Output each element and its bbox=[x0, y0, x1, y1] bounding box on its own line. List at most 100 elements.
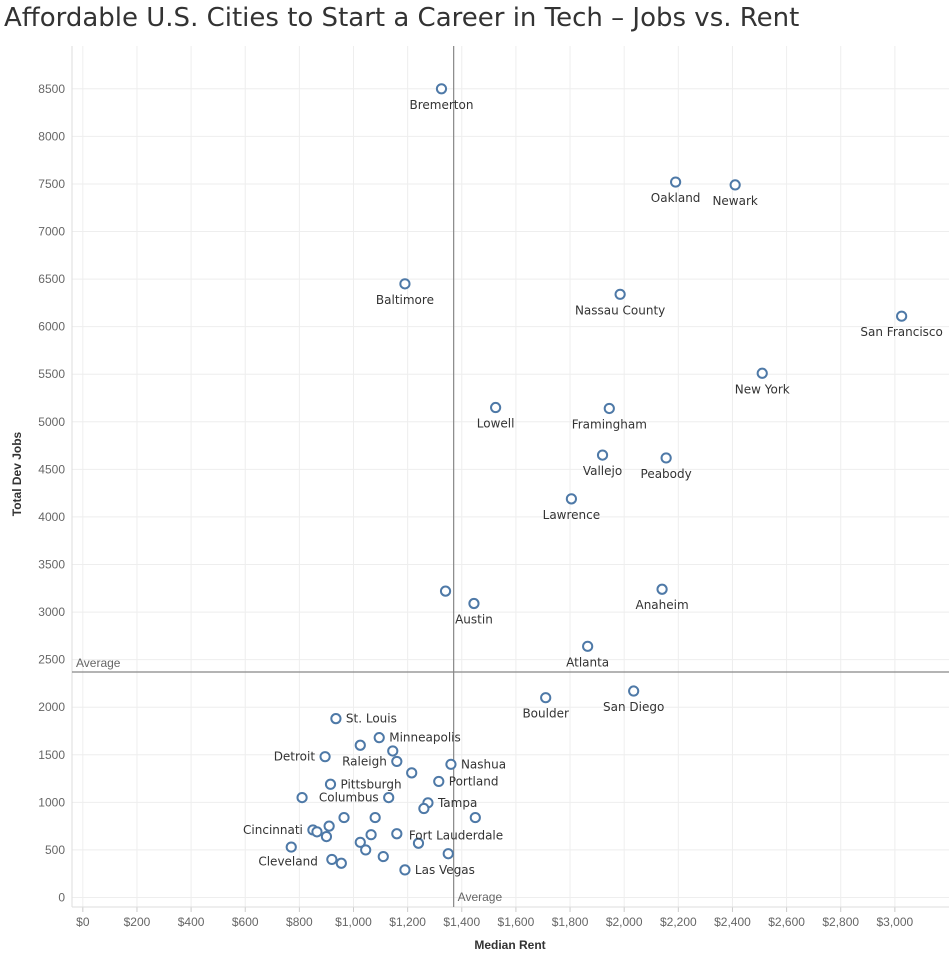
data-point bbox=[490, 401, 502, 414]
average-label-horizontal: Average bbox=[76, 656, 121, 670]
point-label: St. Louis bbox=[346, 712, 397, 726]
data-point bbox=[391, 755, 403, 768]
x-tick-label: $2,800 bbox=[822, 915, 859, 929]
point-label: San Francisco bbox=[860, 325, 942, 339]
x-axis-title: Median Rent bbox=[474, 938, 545, 952]
x-tick-label: $0 bbox=[76, 915, 90, 929]
point-label: Detroit bbox=[274, 750, 316, 764]
y-tick-label: 0 bbox=[58, 890, 65, 904]
data-point bbox=[896, 310, 908, 322]
data-point bbox=[412, 837, 425, 849]
data-point bbox=[582, 640, 594, 652]
data-point bbox=[399, 278, 411, 290]
data-point bbox=[360, 844, 372, 856]
point-label: Portland bbox=[449, 774, 499, 788]
data-point bbox=[656, 583, 668, 595]
x-tick-label: $400 bbox=[178, 915, 205, 929]
y-tick-label: 6000 bbox=[38, 320, 65, 334]
point-label: Lawrence bbox=[543, 508, 601, 522]
data-point bbox=[729, 179, 741, 191]
point-label: Lowell bbox=[477, 417, 515, 431]
point-label: Bremerton bbox=[410, 98, 474, 112]
data-point bbox=[311, 826, 323, 838]
average-label-vertical: Average bbox=[458, 890, 503, 904]
data-points bbox=[285, 83, 908, 876]
point-label: Fort Lauderdale bbox=[409, 829, 503, 843]
reference-lines: Average Average bbox=[72, 46, 949, 907]
data-point bbox=[387, 745, 399, 757]
point-label: Baltimore bbox=[376, 293, 434, 307]
y-tick-label: 4000 bbox=[38, 510, 65, 524]
data-point bbox=[468, 597, 480, 610]
y-tick-label: 7000 bbox=[38, 225, 65, 239]
x-tick-label: $800 bbox=[286, 915, 313, 929]
data-point bbox=[596, 449, 609, 461]
chart-title: Affordable U.S. Cities to Start a Career… bbox=[4, 3, 800, 33]
data-point bbox=[442, 848, 454, 860]
data-point bbox=[320, 830, 333, 843]
y-axis-title: Total Dev Jobs bbox=[10, 431, 24, 516]
x-tick-label: $2,400 bbox=[714, 915, 751, 929]
y-tick-label: 2000 bbox=[38, 700, 65, 714]
point-label: Las Vegas bbox=[415, 863, 475, 877]
y-tick-label: 5000 bbox=[38, 415, 65, 429]
data-point bbox=[628, 685, 640, 697]
data-point bbox=[418, 802, 430, 815]
point-label: Atlanta bbox=[566, 655, 609, 669]
data-point bbox=[433, 775, 445, 788]
point-label: Cincinnati bbox=[243, 823, 303, 837]
data-point bbox=[335, 857, 347, 869]
y-tick-label: 5500 bbox=[38, 367, 65, 381]
point-label: Tampa bbox=[437, 796, 477, 810]
point-label: Raleigh bbox=[342, 754, 387, 768]
data-point bbox=[670, 176, 682, 188]
data-point bbox=[369, 811, 381, 824]
y-tick-label: 8500 bbox=[38, 82, 65, 96]
point-label: Cleveland bbox=[258, 854, 318, 868]
y-tick-label: 3500 bbox=[38, 558, 65, 572]
x-tick-label: $3,000 bbox=[877, 915, 914, 929]
point-label: Framingham bbox=[572, 417, 647, 431]
data-point bbox=[540, 692, 552, 704]
point-label: Peabody bbox=[641, 467, 692, 481]
data-point bbox=[365, 829, 377, 841]
data-point bbox=[439, 585, 452, 597]
point-label: Nassau County bbox=[575, 303, 665, 317]
x-tick-label: $2,000 bbox=[606, 915, 643, 929]
data-point bbox=[296, 791, 308, 804]
x-tick-label: $1,200 bbox=[389, 915, 426, 929]
data-point bbox=[373, 732, 385, 744]
x-tick-label: $200 bbox=[124, 915, 151, 929]
point-label: Columbus bbox=[319, 791, 379, 805]
y-tick-label: 6500 bbox=[38, 272, 65, 286]
y-tick-label: 3000 bbox=[38, 605, 65, 619]
data-point bbox=[285, 841, 297, 853]
point-label: San Diego bbox=[603, 700, 664, 714]
axis-layer: $0 $200 $400 $600 $800 $1,000 $1,200 $1,400 $1,6… bbox=[38, 46, 949, 929]
data-point bbox=[469, 811, 481, 824]
data-point bbox=[354, 739, 366, 751]
data-point bbox=[338, 811, 350, 824]
y-tick-label: 8000 bbox=[38, 129, 65, 143]
y-tick-label: 1500 bbox=[38, 748, 65, 762]
y-tick-label: 500 bbox=[45, 843, 65, 857]
data-point bbox=[603, 402, 615, 415]
data-point bbox=[445, 758, 457, 770]
data-point bbox=[614, 288, 626, 300]
x-tick-label: $2,600 bbox=[768, 915, 805, 929]
point-label: Newark bbox=[712, 194, 757, 208]
point-label: Anaheim bbox=[635, 598, 688, 612]
data-point bbox=[406, 767, 418, 779]
data-point bbox=[326, 853, 338, 866]
point-labels: Bremerton Oakland Newark Baltimore Nassau Co… bbox=[243, 98, 943, 877]
y-tick-label: 7500 bbox=[38, 177, 65, 191]
x-tick-label: $1,400 bbox=[443, 915, 480, 929]
y-tick-label: 1000 bbox=[38, 795, 65, 809]
data-point bbox=[324, 778, 337, 790]
data-point bbox=[399, 864, 411, 876]
point-label: Nashua bbox=[461, 757, 506, 771]
grid-layer bbox=[72, 46, 949, 907]
x-tick-label: $1,800 bbox=[552, 915, 589, 929]
data-point bbox=[391, 828, 403, 840]
